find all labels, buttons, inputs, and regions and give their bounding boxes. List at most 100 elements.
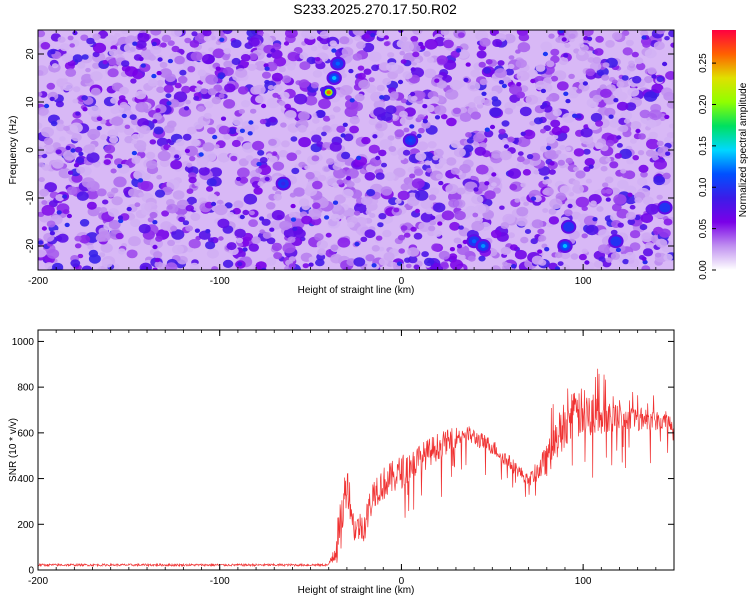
heatmap-cell xyxy=(261,103,267,109)
heatmap-cell xyxy=(202,30,212,37)
heatmap-cell xyxy=(364,229,376,239)
heatmap-cell xyxy=(205,74,219,85)
heatmap-cell xyxy=(348,68,354,74)
heatmap-cell xyxy=(237,242,244,247)
heatmap-cell xyxy=(265,257,277,266)
heatmap-cell xyxy=(44,103,50,109)
heatmap-cell xyxy=(430,96,440,103)
heatmap-cell xyxy=(140,181,154,192)
heatmap-cell xyxy=(491,172,497,177)
heatmap-cell xyxy=(468,102,476,108)
heatmap-cell xyxy=(302,263,309,269)
heatmap-cell xyxy=(357,72,366,80)
colorbar-label: Normalized spectral amplitude xyxy=(738,82,749,217)
heatmap-cell xyxy=(184,145,198,157)
heatmap-cell xyxy=(617,222,624,228)
heatmap-cell xyxy=(107,68,119,78)
heatmap-cell xyxy=(428,225,436,232)
heatmap-cell xyxy=(422,104,428,109)
heatmap-cell xyxy=(507,232,515,239)
heatmap-y-ticks: -20 -10 0 10 20 xyxy=(25,48,674,253)
heatmap-cell xyxy=(174,154,180,159)
heatmap-cell xyxy=(137,118,150,128)
heatmap-cell xyxy=(636,62,646,71)
heatmap-cell xyxy=(124,135,134,144)
heatmap-cell xyxy=(476,164,489,175)
heatmap-cell xyxy=(153,251,163,259)
heatmap-cell xyxy=(167,40,175,46)
heatmap-cell xyxy=(544,247,550,252)
heatmap-cell xyxy=(92,62,101,69)
heatmap-cell xyxy=(601,74,610,81)
heatmap-cell xyxy=(565,146,572,152)
heatmap-cell xyxy=(531,219,544,229)
heatmap-cell xyxy=(609,161,619,169)
heatmap-cell xyxy=(418,127,425,134)
heatmap-cell xyxy=(193,95,200,101)
heatmap-cell xyxy=(62,209,70,215)
heatmap-cell xyxy=(347,221,355,228)
heatmap-cell xyxy=(353,257,366,267)
heatmap-cell xyxy=(410,95,418,102)
heatmap-cell xyxy=(337,237,351,248)
heatmap-cell xyxy=(421,121,431,129)
heatmap-cell xyxy=(548,169,556,175)
heatmap-cell xyxy=(492,39,503,47)
heatmap-cell xyxy=(152,119,158,124)
heatmap-cell xyxy=(305,171,315,180)
heatmap-cell xyxy=(87,128,101,140)
heatmap-cell xyxy=(514,249,527,260)
heatmap-cell xyxy=(265,122,271,127)
heatmap-cell xyxy=(119,101,128,109)
heatmap-cell xyxy=(530,152,541,161)
heatmap-cell xyxy=(500,246,511,255)
heatmap-cell xyxy=(573,148,585,157)
heatmap-cell xyxy=(126,206,132,212)
heatmap-cell xyxy=(340,133,346,138)
heatmap-cell xyxy=(420,212,434,223)
heatmap-cell xyxy=(575,196,590,208)
heatmap-cell xyxy=(299,52,309,60)
heatmap-cell xyxy=(474,146,486,156)
heatmap-cell xyxy=(400,41,414,52)
heatmap-cell xyxy=(281,75,292,84)
heatmap-cell xyxy=(186,196,197,205)
heatmap-cell xyxy=(220,116,227,121)
heatmap-cell xyxy=(154,257,161,263)
heatmap-cell xyxy=(312,70,323,78)
heatmap-cell xyxy=(354,93,365,102)
heatmap-cell xyxy=(616,208,629,219)
heatmap-cell xyxy=(191,139,200,147)
heatmap-cell xyxy=(400,183,410,191)
heatmap-cell xyxy=(605,257,613,263)
heatmap-cell xyxy=(505,68,514,76)
heatmap-cell xyxy=(73,163,80,168)
heatmap-cell xyxy=(76,191,89,201)
heatmap-cell xyxy=(449,79,463,91)
heatmap-cell xyxy=(102,60,108,65)
heatmap-cell xyxy=(76,166,86,174)
heatmap-cell xyxy=(576,88,583,94)
heatmap-cell xyxy=(517,151,524,156)
heatmap-cell xyxy=(476,103,484,109)
heatmap-cell xyxy=(616,135,622,140)
heatmap-cell xyxy=(388,146,397,152)
heatmap-cell xyxy=(134,202,141,207)
heatmap-cell xyxy=(100,134,108,141)
heatmap-cell xyxy=(336,125,346,133)
heatmap-cell xyxy=(253,187,263,195)
heatmap-cell xyxy=(470,111,481,120)
heatmap-cell xyxy=(207,127,216,135)
heatmap-cell xyxy=(179,149,187,156)
heatmap-cell xyxy=(386,62,399,72)
heatmap-cell xyxy=(298,161,306,168)
heatmap-cell xyxy=(124,66,138,77)
heatmap-cell xyxy=(665,151,671,156)
heatmap-cell xyxy=(418,221,432,232)
heatmap-cell xyxy=(516,207,528,217)
heatmap-cell xyxy=(153,126,164,135)
heatmap-cell xyxy=(78,151,84,157)
heatmap-cell xyxy=(217,152,230,163)
heatmap-cell xyxy=(62,194,68,199)
heatmap-cell xyxy=(499,205,505,210)
